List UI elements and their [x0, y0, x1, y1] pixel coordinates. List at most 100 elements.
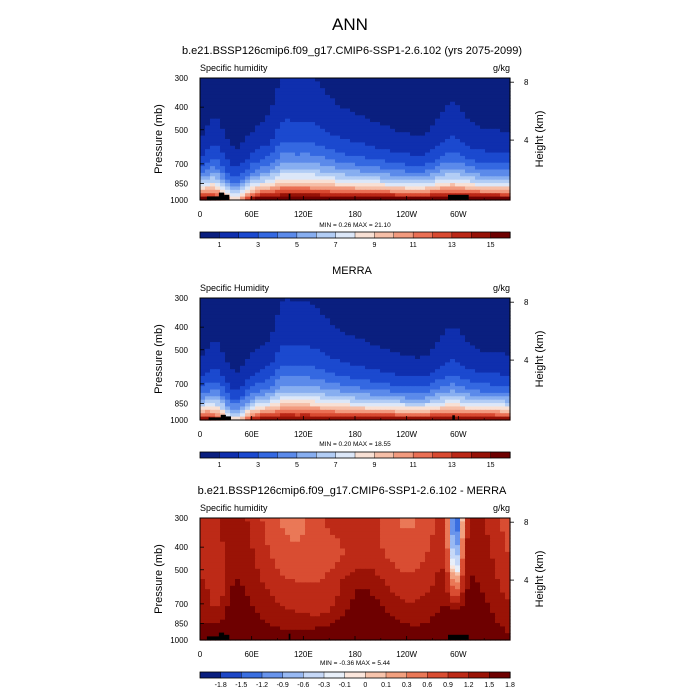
heatmap-cell — [325, 166, 331, 171]
heatmap-cell — [270, 186, 276, 191]
heatmap-cell — [490, 521, 496, 526]
heatmap-cell — [270, 142, 276, 147]
heatmap-cell — [355, 142, 361, 147]
heatmap-cell — [365, 84, 371, 89]
heatmap-cell — [285, 196, 291, 201]
heatmap-cell — [370, 139, 376, 143]
heatmap-cell — [455, 298, 461, 302]
heatmap-cell — [215, 145, 221, 150]
heatmap-cell — [505, 193, 511, 198]
heatmap-cell — [370, 155, 376, 160]
heatmap-cell — [355, 105, 361, 110]
heatmap-cell — [505, 111, 511, 116]
colorbar-swatch — [257, 231, 279, 239]
heatmap-cell — [450, 325, 456, 330]
heatmap-cell — [370, 518, 376, 522]
heatmap-cell — [355, 331, 361, 336]
heatmap-cell — [325, 528, 331, 533]
heatmap-cell — [280, 88, 286, 93]
heatmap-cell — [390, 91, 396, 96]
heatmap-cell — [320, 108, 326, 113]
heatmap-cell — [245, 352, 251, 357]
heatmap-cell — [305, 406, 311, 411]
heatmap-cell — [215, 392, 221, 397]
heatmap-cell — [225, 403, 231, 408]
panel-2-y2label: Height (km) — [534, 331, 546, 388]
heatmap-cell — [210, 382, 216, 387]
heatmap-cell — [255, 176, 261, 181]
heatmap-cell — [225, 101, 231, 106]
heatmap-cell — [225, 399, 231, 404]
heatmap-cell — [370, 179, 376, 184]
heatmap-cell — [335, 304, 341, 309]
heatmap-cell — [495, 88, 501, 93]
heatmap-cell — [265, 362, 271, 367]
heatmap-cell — [345, 301, 351, 306]
heatmap-cell — [230, 162, 236, 167]
heatmap-cell — [225, 521, 231, 526]
heatmap-cell — [400, 375, 406, 380]
heatmap-cell — [365, 392, 371, 397]
heatmap-cell — [205, 338, 211, 343]
heatmap-cell — [250, 101, 256, 106]
heatmap-cell — [465, 389, 471, 394]
heatmap-cell — [440, 409, 446, 414]
heatmap-cell — [365, 135, 371, 140]
heatmap-cell — [265, 132, 271, 137]
heatmap-cell — [245, 186, 251, 191]
heatmap-cell — [340, 321, 346, 326]
heatmap-cell — [430, 338, 436, 343]
heatmap-cell — [230, 325, 236, 330]
heatmap-cell — [480, 94, 486, 99]
heatmap-cell — [260, 162, 266, 167]
heatmap-cell — [220, 301, 226, 306]
heatmap-cell — [260, 338, 266, 343]
heatmap-cell — [320, 413, 326, 418]
heatmap-cell — [500, 321, 506, 326]
heatmap-cell — [310, 108, 316, 113]
heatmap-cell — [365, 301, 371, 306]
y-tick-label: 400 — [175, 323, 189, 332]
heatmap-cell — [475, 128, 481, 133]
heatmap-cell — [475, 84, 481, 89]
heatmap-cell — [320, 399, 326, 404]
heatmap-cell — [240, 152, 246, 157]
heatmap-cell — [265, 78, 271, 82]
heatmap-cell — [475, 318, 481, 323]
heatmap-cell — [410, 369, 416, 374]
heatmap-cell — [255, 318, 261, 323]
heatmap-cell — [385, 531, 391, 536]
heatmap-cell — [280, 166, 286, 171]
heatmap-cell — [240, 101, 246, 106]
heatmap-cell — [295, 152, 301, 157]
heatmap-cell — [350, 186, 356, 191]
heatmap-cell — [400, 162, 406, 167]
heatmap-cell — [385, 342, 391, 347]
heatmap-cell — [205, 409, 211, 414]
heatmap-cell — [430, 125, 436, 130]
heatmap-cell — [405, 193, 411, 198]
heatmap-cell — [415, 94, 421, 99]
heatmap-cell — [335, 189, 341, 194]
heatmap-cell — [300, 149, 306, 154]
heatmap-cell — [445, 365, 451, 370]
heatmap-cell — [270, 122, 276, 127]
heatmap-cell — [235, 135, 241, 140]
heatmap-cell — [470, 142, 476, 147]
heatmap-cell — [230, 365, 236, 370]
heatmap-cell — [485, 382, 491, 387]
heatmap-cell — [300, 162, 306, 167]
heatmap-cell — [505, 382, 511, 387]
heatmap-cell — [405, 365, 411, 370]
heatmap-cell — [435, 372, 441, 377]
heatmap-cell — [360, 301, 366, 306]
heatmap-cell — [465, 524, 471, 529]
heatmap-cell — [500, 386, 506, 391]
heatmap-cell — [430, 88, 436, 93]
heatmap-cell — [240, 193, 246, 198]
heatmap-cell — [465, 352, 471, 357]
heatmap-cell — [200, 132, 206, 137]
heatmap-cell — [285, 369, 291, 374]
heatmap-cell — [405, 345, 411, 350]
heatmap-cell — [230, 145, 236, 150]
